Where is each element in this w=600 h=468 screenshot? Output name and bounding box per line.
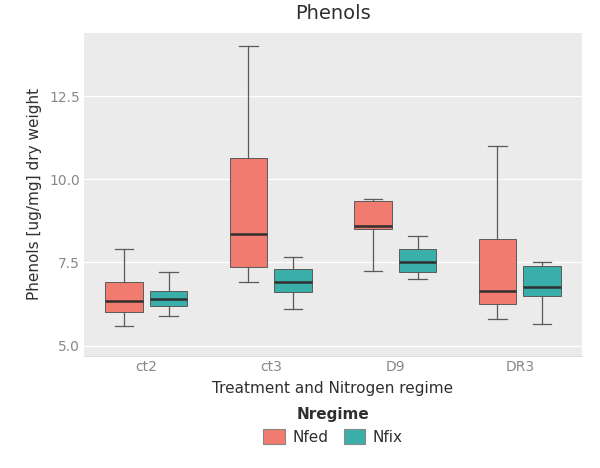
PathPatch shape bbox=[105, 283, 143, 313]
Y-axis label: Phenols [ug/mg] dry weight: Phenols [ug/mg] dry weight bbox=[27, 88, 42, 300]
PathPatch shape bbox=[479, 239, 516, 304]
X-axis label: Treatment and Nitrogen regime: Treatment and Nitrogen regime bbox=[212, 381, 454, 396]
PathPatch shape bbox=[274, 269, 312, 292]
Title: Phenols: Phenols bbox=[295, 4, 371, 23]
PathPatch shape bbox=[150, 291, 187, 306]
Legend: Nfed, Nfix: Nfed, Nfix bbox=[263, 407, 403, 445]
PathPatch shape bbox=[399, 249, 436, 272]
PathPatch shape bbox=[523, 266, 561, 296]
PathPatch shape bbox=[230, 158, 267, 267]
PathPatch shape bbox=[354, 201, 392, 229]
